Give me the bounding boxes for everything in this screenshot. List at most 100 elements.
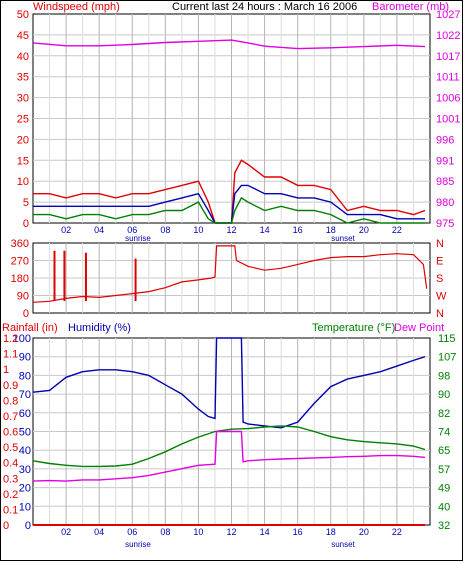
wind-xtick-22: 22 [392,225,402,235]
dir-ytick-360: 360 [11,238,29,250]
temp-ytick-74: 74 [438,427,450,439]
humidity-xtick-04: 04 [94,527,104,537]
rain-ytick-11: 1.1 [3,349,18,361]
wind-xtick-20: 20 [359,225,369,235]
wind-xtick-02: 02 [61,225,71,235]
wind-ytick-25: 25 [17,114,29,126]
sunrise-label-1: sunrise [125,234,151,243]
hum-ytick-70: 70 [19,389,31,401]
humidity-xtick-12: 12 [226,527,236,537]
humidity-series-1 [32,425,426,468]
baro-ytick-996: 996 [436,134,454,146]
hum-ytick-20: 20 [19,483,31,495]
humidity-xtick-08: 08 [160,527,170,537]
chart-title: Current last 24 hours : March 16 2006 [172,1,357,13]
baro-ytick-1027: 1027 [436,9,460,21]
hum-ytick-10: 10 [19,501,31,513]
rain-ytick-5: 0.5 [3,442,18,454]
barometer-label: Barometer (mb) [372,1,449,13]
wind-ytick-0: 0 [23,218,29,230]
wind-ytick-5: 5 [23,197,29,209]
wind-ytick-15: 15 [17,155,29,167]
sunset-label-1: sunset [331,234,355,243]
sunset-label-2: sunset [331,540,355,549]
humidity-xtick-06: 06 [127,527,137,537]
wind-ytick-50: 50 [17,9,29,21]
wind-ytick-35: 35 [17,72,29,84]
dir-compass-0: N [436,238,444,250]
temp-ytick-49: 49 [438,483,450,495]
hum-ytick-80: 80 [19,370,31,382]
rain-ytick-9: 0.9 [3,380,18,392]
temp-ytick-82: 82 [438,408,450,420]
humidity-xtick-16: 16 [293,527,303,537]
wind-ytick-10: 10 [17,176,29,188]
baro-ytick-1011: 1011 [436,72,460,84]
rain-ytick-6: 0.6 [3,427,18,439]
dir-compass-3: W [436,291,447,303]
humidity-xtick-10: 10 [193,527,203,537]
humidity-series-0 [32,337,426,429]
temp-ytick-98: 98 [438,370,450,382]
hum-ytick-100: 100 [13,333,31,345]
humidity-xtick-18: 18 [326,527,336,537]
direction-series-0 [32,245,428,303]
dir-ytick-0: 0 [23,308,29,320]
wind-xtick-16: 16 [293,225,303,235]
wind-xtick-14: 14 [260,225,270,235]
hum-ytick-0: 0 [25,520,31,532]
temp-ytick-32: 32 [438,520,450,532]
temp-ytick-115: 115 [438,333,456,345]
temp-ytick-107: 107 [438,352,456,364]
dir-compass-4: N [436,308,444,320]
baro-ytick-991: 991 [436,155,454,167]
humidity-xtick-02: 02 [61,527,71,537]
baro-ytick-1017: 1017 [436,51,460,63]
humidity-xtick-14: 14 [260,527,270,537]
rainfall-label: Rainfall (in) [2,322,58,334]
temp-ytick-57: 57 [438,464,450,476]
temp-ytick-40: 40 [438,501,450,513]
wind-xtick-04: 04 [94,225,104,235]
wind-xtick-08: 08 [160,225,170,235]
rain-ytick-4: 0.4 [3,458,18,470]
wind-ytick-20: 20 [17,134,29,146]
wind-xtick-06: 06 [127,225,137,235]
baro-ytick-980: 980 [436,197,454,209]
hum-ytick-60: 60 [19,408,31,420]
temp-ytick-90: 90 [438,389,450,401]
wind-ytick-45: 45 [17,30,29,42]
rain-ytick-3: 0.3 [3,473,18,485]
hum-ytick-90: 90 [19,352,31,364]
wind-series-0 [33,159,426,224]
dir-ytick-90: 90 [17,291,29,303]
humidity-xtick-22: 22 [392,527,402,537]
wind-xtick-10: 10 [193,225,203,235]
windspeed-label: Windspeed (mph) [33,1,120,13]
rain-ytick-1: 0.1 [3,504,18,516]
wind-ytick-30: 30 [17,93,29,105]
baro-ytick-1001: 1001 [436,114,460,126]
baro-ytick-1022: 1022 [436,30,460,42]
rain-ytick-10: 1 [3,364,9,376]
rain-ytick-0: 0 [3,520,9,532]
wind-series-1 [33,184,425,224]
temperature-label: Temperature (°F) [312,322,395,334]
wind-series-3 [32,39,426,50]
dir-ytick-180: 180 [11,273,29,285]
wind-ytick-40: 40 [17,51,29,63]
sunrise-label-2: sunrise [125,540,151,549]
hum-ytick-30: 30 [19,464,31,476]
dir-ytick-270: 270 [11,256,29,268]
rain-ytick-2: 0.2 [3,489,18,501]
baro-ytick-985: 985 [436,176,454,188]
rain-ytick-8: 0.8 [3,395,18,407]
rain-ytick-7: 0.7 [3,411,18,423]
temp-ytick-65: 65 [438,445,450,457]
wind-xtick-18: 18 [326,225,336,235]
humidity-xtick-20: 20 [359,527,369,537]
hum-ytick-40: 40 [19,445,31,457]
humidity-series-2 [32,430,426,482]
